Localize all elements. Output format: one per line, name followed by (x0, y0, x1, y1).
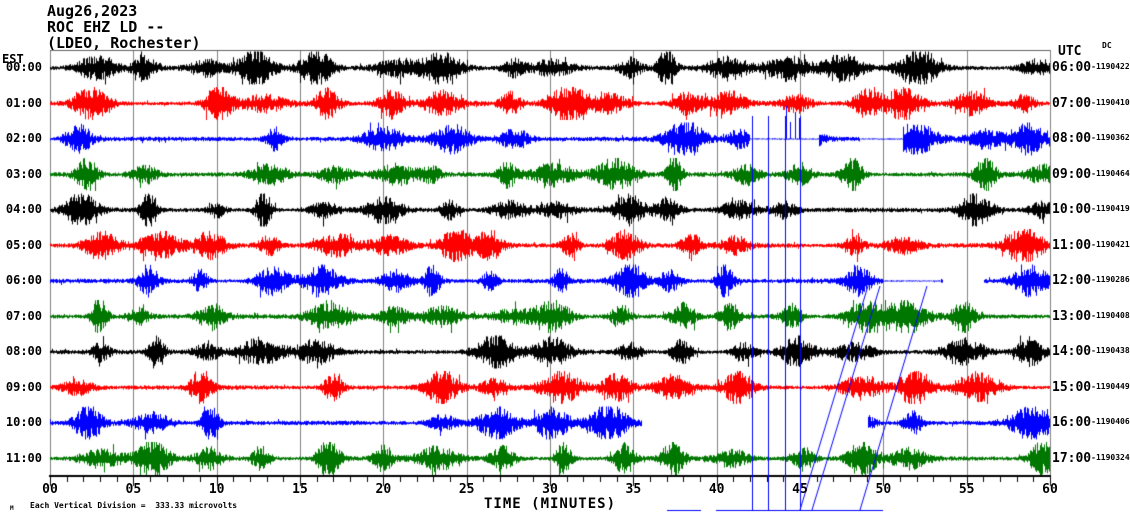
utc-row-label: 16:00 -1190406 (1052, 416, 1130, 429)
x-tick-label: 35 (625, 482, 642, 497)
utc-row-label: 07:00 -1190410 (1052, 97, 1130, 110)
x-tick-label: 30 (542, 482, 558, 497)
utc-time-label: 08:00 (1052, 131, 1092, 146)
x-tick-label: 25 (458, 482, 475, 497)
utc-row-label: 13:00 -1190408 (1052, 310, 1130, 323)
est-time-label: 02:00 (5, 131, 42, 145)
dc-value: -1190464 (1091, 168, 1130, 178)
utc-row-label: 08:00 -1190362 (1052, 132, 1130, 145)
utc-row-label: 17:00 -1190324 (1052, 452, 1130, 465)
dc-value: -1190410 (1091, 97, 1130, 107)
est-time-label: 01:00 (5, 95, 42, 110)
dc-value: -1190438 (1091, 346, 1130, 355)
footer-scale-label: Each Vertical Division = (30, 501, 146, 510)
dc-value: -1190419 (1091, 204, 1130, 213)
utc-row-label: 12:00 -1190286 (1052, 274, 1130, 287)
est-time-label: 06:00 (5, 273, 42, 287)
header-date: Aug26,2023 (47, 2, 138, 20)
dc-value: -1190449 (1091, 381, 1130, 391)
dc-value: -1190408 (1091, 310, 1130, 320)
x-tick-label: 55 (958, 482, 975, 497)
dc-value: -1190422 (1091, 62, 1130, 71)
x-tick-label: 05 (125, 482, 142, 497)
header-network: (LDEO, Rochester) (47, 34, 201, 52)
est-time-label: 09:00 (5, 379, 42, 394)
utc-time-label: 12:00 (1052, 273, 1092, 288)
header-station: ROC EHZ LD -- (47, 18, 165, 36)
x-tick-label: 10 (208, 482, 225, 497)
utc-time-label: 06:00 (1052, 60, 1092, 75)
x-tick-label: 60 (1042, 482, 1058, 497)
utc-row-label: 14:00 -1190438 (1052, 345, 1130, 358)
utc-axis-label: UTC (1058, 44, 1082, 59)
est-time-label: 03:00 (5, 166, 42, 181)
dc-value: -1190362 (1091, 133, 1130, 142)
x-axis-title: TIME (MINUTES) (483, 496, 617, 512)
x-tick-label: 20 (375, 482, 392, 497)
dc-value: -1190286 (1091, 275, 1130, 284)
footer-scale-value: 333.33 microvolts (155, 501, 238, 510)
utc-row-label: 06:00 -1190422 (1052, 61, 1130, 74)
est-time-label: 04:00 (5, 202, 42, 216)
x-tick-label: 15 (292, 482, 308, 497)
utc-time-label: 07:00 (1052, 95, 1092, 111)
utc-time-label: 15:00 (1052, 379, 1092, 395)
footer-marker: M (10, 505, 14, 512)
est-time-label: 00:00 (5, 60, 42, 74)
utc-row-label: 09:00 -1190464 (1052, 168, 1130, 181)
est-time-label: 05:00 (5, 237, 42, 252)
utc-row-label: 11:00 -1190421 (1052, 239, 1130, 252)
utc-time-label: 14:00 (1052, 344, 1092, 359)
est-time-label: 07:00 (5, 308, 42, 323)
utc-time-label: 11:00 (1052, 237, 1092, 253)
x-tick-label: 00 (42, 482, 58, 497)
footer-scale-note: Each Vertical Division = 333.33 microvol… (30, 501, 237, 510)
dc-value: -1190406 (1091, 417, 1130, 426)
dc-value: -1190324 (1091, 452, 1130, 462)
dc-value: -1190421 (1091, 239, 1130, 249)
utc-row-label: 10:00 -1190419 (1052, 203, 1130, 216)
est-time-label: 11:00 (5, 450, 42, 465)
x-tick-label: 45 (792, 482, 808, 497)
dc-axis-label: DC (1102, 41, 1112, 50)
utc-time-label: 13:00 (1052, 308, 1092, 324)
utc-time-label: 17:00 (1052, 450, 1092, 466)
x-tick-label: 40 (708, 482, 725, 497)
utc-row-label: 15:00 -1190449 (1052, 381, 1130, 394)
utc-time-label: 16:00 (1052, 415, 1092, 430)
est-axis-label: EST (2, 52, 24, 66)
utc-time-label: 09:00 (1052, 166, 1092, 182)
est-time-label: 08:00 (5, 344, 42, 358)
est-time-label: 10:00 (5, 415, 42, 429)
x-tick-label: 50 (875, 482, 892, 497)
utc-time-label: 10:00 (1052, 202, 1092, 217)
